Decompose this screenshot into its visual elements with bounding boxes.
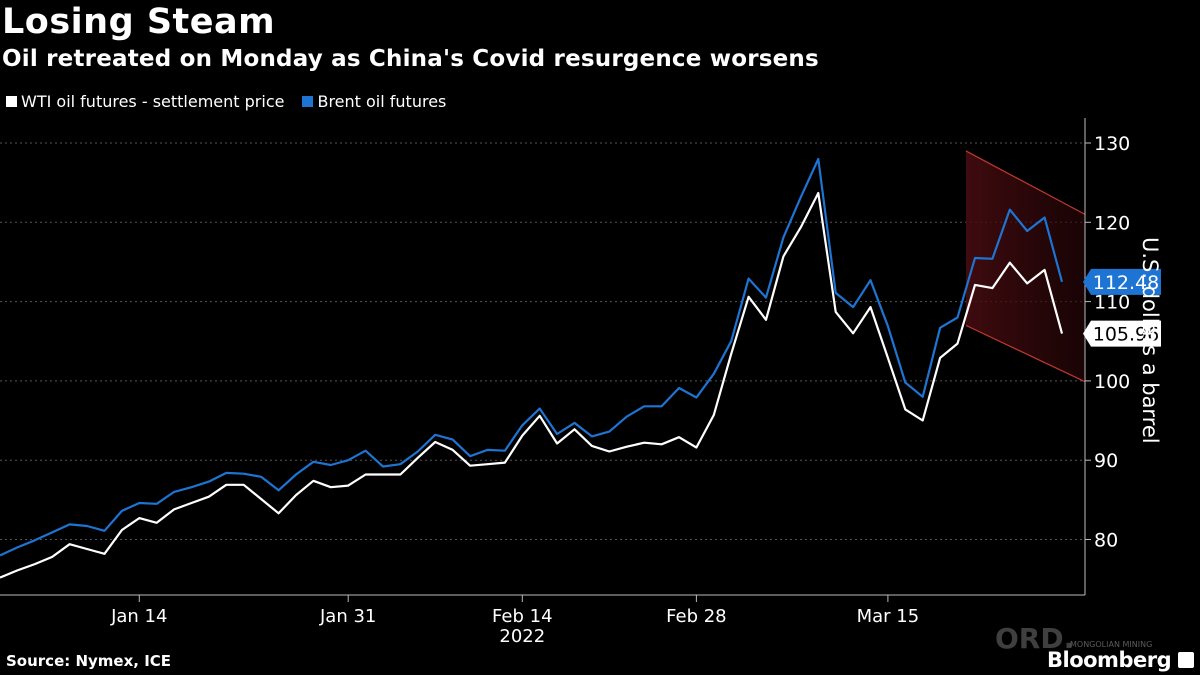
end-label-brent: 112.48 [1093, 272, 1159, 294]
y-tick-label-100: 100 [1094, 371, 1130, 393]
bloomberg-logo: Bloomberg [1047, 648, 1172, 672]
y-tick-label-120: 120 [1094, 212, 1130, 234]
channel-lower-line [965, 324, 1086, 383]
axes [0, 118, 1091, 602]
watermark-logo: ORD. [995, 622, 1075, 655]
end-label-bg-wti [1083, 320, 1161, 347]
source-note: Source: Nymex, ICE [6, 652, 172, 670]
tick-labels: 80 90 100 110 120 130 Jan 14 Jan 31 Feb 14 Feb 28… [110, 133, 1130, 647]
series-lines [0, 157, 1064, 579]
watermark-subtext: MONGOLIAN MINING [1070, 640, 1153, 649]
legend-swatch-wti [6, 96, 17, 107]
y-tick-label-130: 130 [1094, 133, 1130, 155]
x-tick-label-mar-15: Mar 15 [857, 606, 920, 627]
bloomberg-terminal-icon [1178, 652, 1194, 668]
channel-annotation [965, 150, 1086, 383]
x-tick-label-feb-14: Feb 14 [492, 606, 553, 627]
grid-lines [0, 142, 1085, 540]
chart-subtitle: Oil retreated on Monday as China's Covid… [2, 46, 819, 72]
x-axis-year-label: 2022 [499, 626, 545, 647]
y-tick-label-80: 80 [1094, 529, 1118, 551]
legend-label-wti: WTI oil futures - settlement price [21, 92, 285, 111]
end-value-labels: 105.96 112.48 [1083, 268, 1161, 347]
y-tick-label-110: 110 [1094, 292, 1130, 314]
end-label-bg-brent [1083, 268, 1161, 295]
chart-title: Losing Steam [2, 2, 276, 42]
legend-swatch-brent [302, 96, 314, 107]
legend-label-brent: Brent oil futures [317, 92, 447, 111]
x-tick-label-jan-31: Jan 31 [319, 606, 376, 627]
y-axis-label: U.S. dollars a barrel [1138, 237, 1162, 444]
legend-item-brent: Brent oil futures [302, 92, 446, 111]
end-label-wti: 105.96 [1093, 324, 1159, 346]
series-line-brent [0, 157, 1064, 557]
legend: WTI oil futures - settlement price Brent… [6, 92, 446, 111]
x-tick-label-feb-28: Feb 28 [666, 606, 727, 627]
channel-upper-line [965, 150, 1086, 215]
y-tick-label-90: 90 [1094, 450, 1118, 472]
legend-item-wti: WTI oil futures - settlement price [6, 92, 284, 111]
x-tick-label-jan-14: Jan 14 [110, 606, 167, 627]
series-line-wti [0, 191, 1064, 579]
channel-fill [965, 150, 1085, 382]
